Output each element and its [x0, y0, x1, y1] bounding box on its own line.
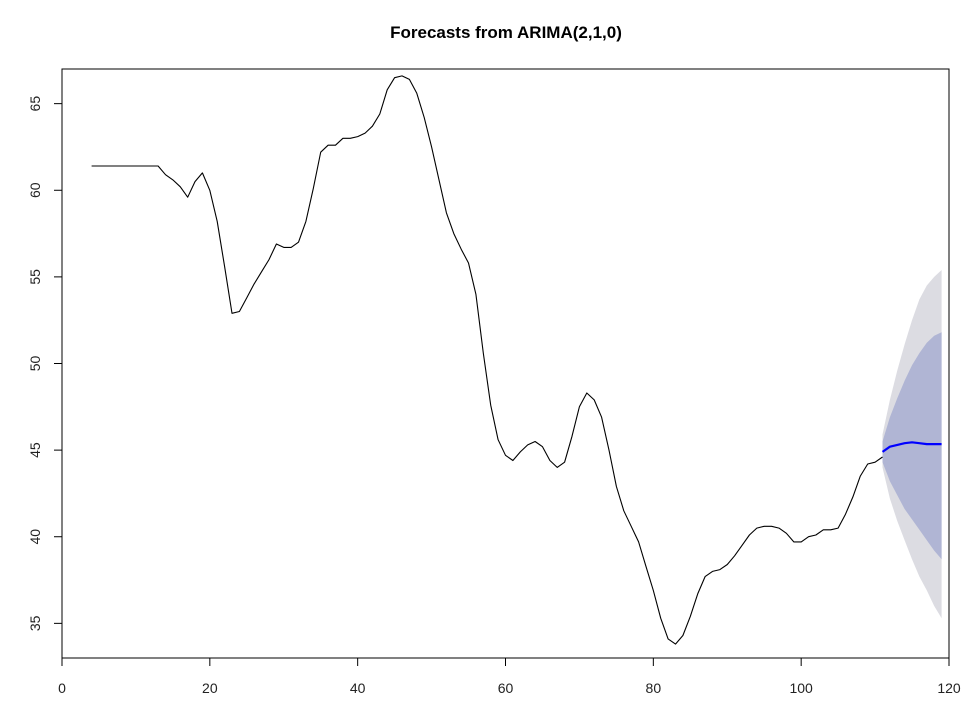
- prediction-intervals: [882, 270, 942, 619]
- x-axis: 0 20 40 60 80 100 120: [58, 657, 961, 696]
- y-axis: 35 40 45 50 55 60 65: [27, 96, 63, 631]
- x-tick-label: 0: [58, 680, 66, 696]
- x-tick-label: 120: [937, 680, 961, 696]
- y-tick-label: 55: [27, 269, 43, 285]
- y-tick-label: 40: [27, 529, 43, 545]
- y-tick-label: 60: [27, 182, 43, 198]
- interval-80-band: [882, 332, 942, 560]
- x-tick-label: 60: [498, 680, 514, 696]
- x-tick-label: 80: [646, 680, 662, 696]
- x-tick-label: 20: [202, 680, 218, 696]
- y-tick-label: 45: [27, 442, 43, 458]
- observed-series-line: [91, 75, 883, 645]
- y-tick-label: 50: [27, 356, 43, 372]
- x-tick-label: 40: [350, 680, 366, 696]
- plot-frame: [61, 68, 950, 659]
- y-tick-label: 35: [27, 615, 43, 631]
- series-lines: [91, 75, 942, 645]
- y-tick-label: 65: [27, 96, 43, 112]
- forecast-series-line: [881, 441, 942, 453]
- chart-title: Forecasts from ARIMA(2,1,0): [390, 23, 622, 42]
- x-tick-label: 100: [789, 680, 813, 696]
